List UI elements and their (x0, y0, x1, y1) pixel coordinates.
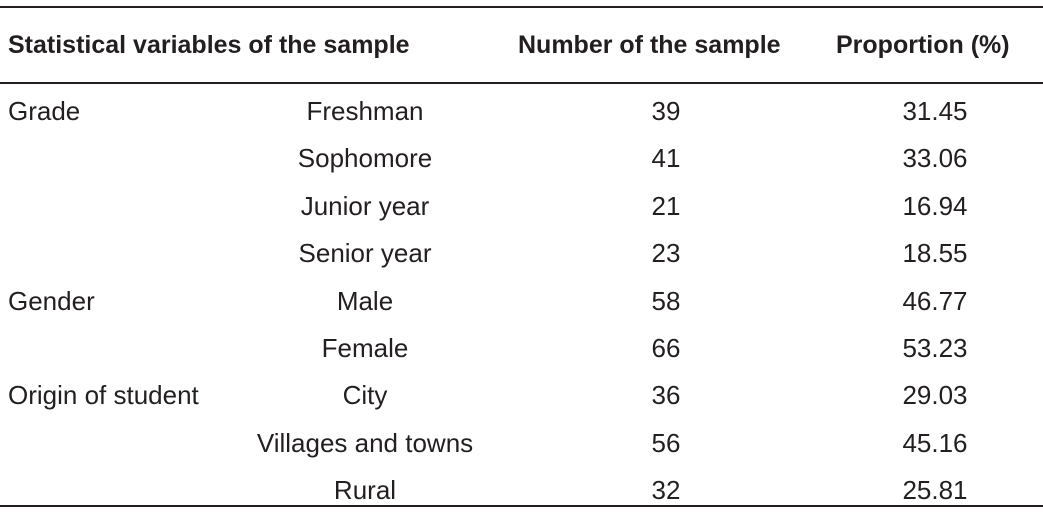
sub-label: Rural (333, 475, 397, 506)
table-row: Gender Male 58 46.77 (0, 278, 1043, 325)
header-variable: Statistical variables of the sample (8, 31, 410, 59)
table-row: Female 66 53.23 (0, 325, 1043, 372)
proportion-value: 18.55 (902, 238, 968, 269)
table-row: Villages and towns 56 45.16 (0, 420, 1043, 467)
sample-count: 23 (651, 238, 681, 269)
proportion-value: 16.94 (902, 190, 968, 221)
proportion-value: 29.03 (902, 380, 968, 411)
group-label: Grade (8, 96, 81, 126)
sample-count: 39 (651, 96, 681, 126)
table-row: Sophomore 41 33.06 (0, 135, 1043, 182)
header-proportion: Proportion (%) (836, 31, 1010, 59)
top-rule (0, 6, 1043, 8)
table-row: Rural 32 25.81 (0, 467, 1043, 514)
sub-label: Male (336, 285, 394, 316)
sample-count: 21 (651, 190, 681, 221)
sub-label: Freshman (306, 96, 424, 126)
proportion-value: 25.81 (902, 475, 968, 506)
sample-count: 58 (651, 285, 681, 316)
table-body: Grade Freshman 39 31.45 Sophomore 41 33.… (0, 88, 1043, 515)
sub-label: Junior year (300, 190, 430, 221)
proportion-value: 45.16 (902, 427, 968, 458)
sub-label: Villages and towns (256, 427, 474, 458)
sample-count: 36 (651, 380, 681, 411)
table-row: Senior year 23 18.55 (0, 230, 1043, 277)
group-label: Gender (8, 285, 95, 316)
sub-label: Senior year (298, 238, 432, 269)
bottom-rule (0, 505, 1043, 507)
proportion-value: 33.06 (902, 143, 968, 174)
sub-label: Female (321, 332, 409, 363)
sample-count: 56 (651, 427, 681, 458)
table-row: Junior year 21 16.94 (0, 183, 1043, 230)
proportion-value: 46.77 (902, 285, 968, 316)
proportion-value: 31.45 (902, 96, 968, 126)
sub-label: City (342, 380, 388, 411)
proportion-value: 53.23 (902, 332, 968, 363)
group-label: Origin of student (8, 380, 199, 411)
table-row: Origin of student City 36 29.03 (0, 372, 1043, 419)
header-rule (0, 82, 1043, 84)
sub-label: Sophomore (297, 143, 433, 174)
table-row: Grade Freshman 39 31.45 (0, 88, 1043, 135)
table-header-row: Statistical variables of the sample Numb… (0, 8, 1043, 82)
header-number: Number of the sample (518, 31, 781, 59)
sample-count: 32 (651, 475, 681, 506)
sample-count: 66 (651, 332, 681, 363)
sample-count: 41 (651, 143, 681, 174)
